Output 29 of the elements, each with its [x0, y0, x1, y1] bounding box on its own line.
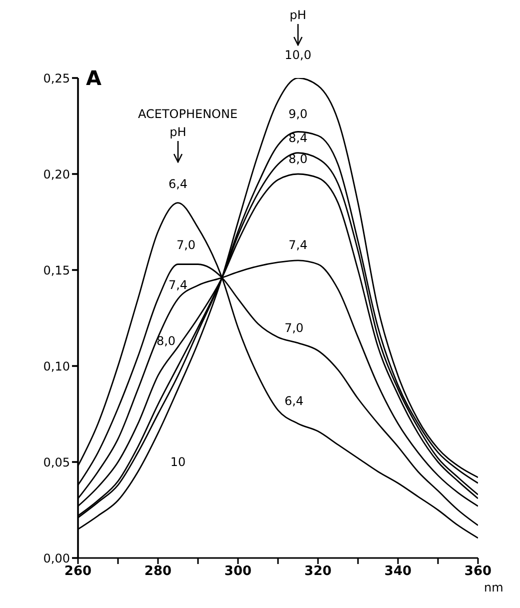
x-tick-label: 340 — [384, 564, 412, 580]
text: 10,0 — [284, 46, 312, 63]
annotation: 8,4 — [287, 130, 309, 146]
text: pH — [288, 6, 308, 23]
annotation: 6,4 — [167, 176, 189, 192]
y-tick-label: 0,05 — [43, 455, 70, 470]
annotation: 7,0 — [175, 237, 197, 254]
y-tick-label: 0,10 — [43, 359, 70, 374]
x-tick-label: 300 — [224, 564, 252, 580]
annotation: pH — [168, 124, 188, 140]
annotation: 8,0 — [287, 150, 309, 167]
y-tick-label: 0,20 — [43, 167, 70, 182]
annotation: 7,4 — [167, 277, 189, 294]
y-tick-label: 0,00 — [43, 551, 70, 566]
x-tick-label: 320 — [304, 564, 332, 580]
y-tick-label: 0,15 — [43, 263, 70, 278]
annotation: 6,4 — [283, 392, 305, 409]
y-tick-label: 0,25 — [43, 71, 70, 86]
annotation: 8,0 — [155, 333, 177, 350]
x-axis-title: nm — [484, 580, 504, 594]
text: ACETOPHENONE — [138, 106, 238, 121]
annotation: 7,4 — [287, 237, 309, 254]
annotation: 9,0 — [287, 106, 309, 122]
x-tick-label: 280 — [144, 564, 172, 580]
x-tick-label: 260 — [64, 564, 92, 580]
annotation: 10 — [169, 454, 187, 470]
y-axis-title: A — [86, 66, 102, 90]
annotation: 7,0 — [283, 320, 305, 336]
x-tick-label: 360 — [464, 564, 492, 580]
